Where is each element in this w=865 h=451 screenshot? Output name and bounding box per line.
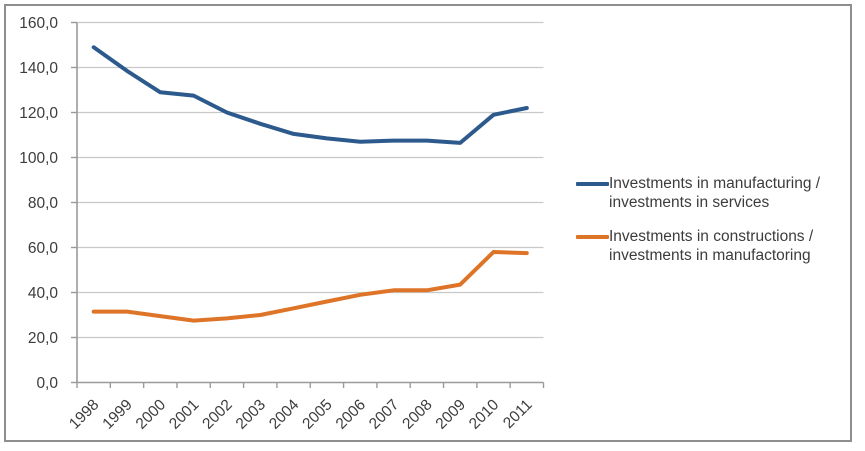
legend: Investments in manufacturing / investmen… <box>576 174 848 265</box>
tick-marks <box>71 21 545 388</box>
y-tick-label: 0,0 <box>36 375 58 392</box>
y-tick-label: 120,0 <box>19 105 58 122</box>
x-tick-label: 1999 <box>99 396 135 432</box>
x-tick-label: 2008 <box>399 396 435 432</box>
x-tick-label: 2004 <box>266 396 303 433</box>
series-line-1 <box>91 250 529 323</box>
y-tick-label: 80,0 <box>28 195 59 212</box>
x-tick-label: 1998 <box>66 396 102 432</box>
legend-line-icon-orange <box>576 235 609 239</box>
y-tick-labels: 0,0 20,0 40,0 60,0 80,0 100,0 120,0 140,0 160,0 <box>19 15 58 392</box>
y-tick-label: 100,0 <box>19 150 58 167</box>
series-line-0 <box>91 45 529 145</box>
legend-entry-manufacturing-services: Investments in manufacturing / investmen… <box>576 174 848 212</box>
x-tick-labels: 1998199920002001200220032004200520062007… <box>66 396 536 433</box>
legend-label: Investments in constructions / investmen… <box>609 228 814 264</box>
x-tick-label: 2006 <box>333 396 369 432</box>
x-tick-label: 2002 <box>199 396 235 432</box>
x-tick-label: 2009 <box>433 396 469 432</box>
x-tick-label: 2005 <box>299 396 335 432</box>
y-tick-label: 160,0 <box>19 15 58 32</box>
y-tick-label: 60,0 <box>28 240 59 257</box>
legend-line-icon-blue <box>576 182 609 186</box>
x-tick-label: 2003 <box>233 396 269 432</box>
gridlines <box>77 21 544 339</box>
legend-entry-constructions-manufactoring: Investments in constructions / investmen… <box>576 227 848 265</box>
y-tick-label: 140,0 <box>19 60 58 77</box>
y-tick-label: 20,0 <box>28 330 59 347</box>
x-tick-label: 2001 <box>166 396 202 432</box>
y-tick-label: 40,0 <box>28 285 59 302</box>
x-tick-label: 2011 <box>500 396 536 432</box>
chart-frame <box>4 4 852 442</box>
x-tick-label: 2007 <box>366 396 402 432</box>
x-tick-label: 2010 <box>466 396 503 433</box>
legend-label: Investments in manufacturing / investmen… <box>609 175 821 211</box>
x-tick-label: 2000 <box>133 396 170 433</box>
